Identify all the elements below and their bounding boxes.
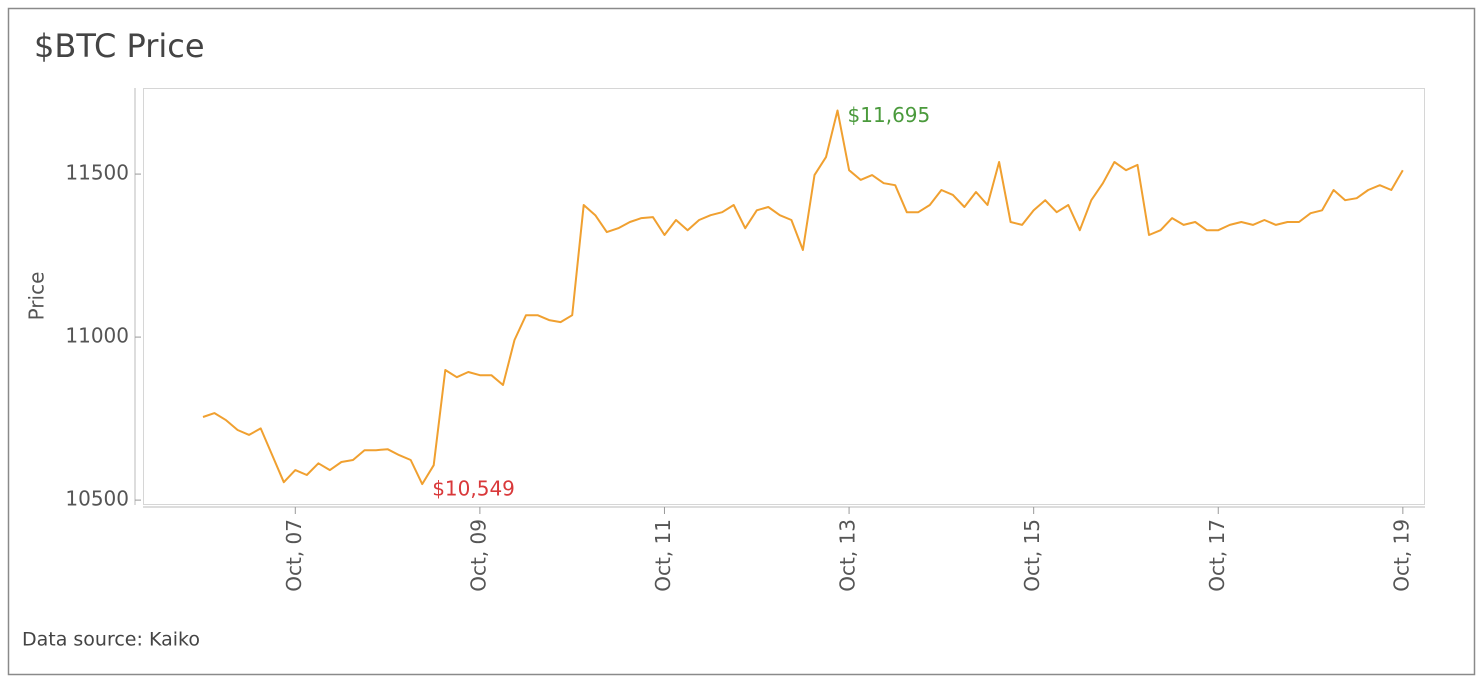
plot-area <box>143 88 1425 505</box>
source-note: Data source: Kaiko <box>22 629 200 651</box>
x-tick-label: Oct, 07 <box>282 519 306 592</box>
y-tick-label: 11000 <box>65 324 129 348</box>
y-axis-label: Price <box>25 272 49 321</box>
x-tick-label: Oct, 17 <box>1205 519 1229 592</box>
price-line <box>202 109 1404 486</box>
x-tick-label: Oct, 11 <box>651 519 675 592</box>
y-tick-label: 11500 <box>65 161 129 185</box>
x-tick-label: Oct, 15 <box>1020 519 1044 592</box>
frame <box>7 7 1476 676</box>
x-tick-label: Oct, 09 <box>466 519 490 592</box>
annotation: $11,695 <box>848 103 931 127</box>
annotation: $10,549 <box>432 477 515 501</box>
chart-title: $BTC Price <box>34 27 205 65</box>
y-tick-label: 10500 <box>65 487 129 511</box>
x-tick-label: Oct, 13 <box>836 519 860 592</box>
x-tick-label: Oct, 19 <box>1389 519 1413 592</box>
